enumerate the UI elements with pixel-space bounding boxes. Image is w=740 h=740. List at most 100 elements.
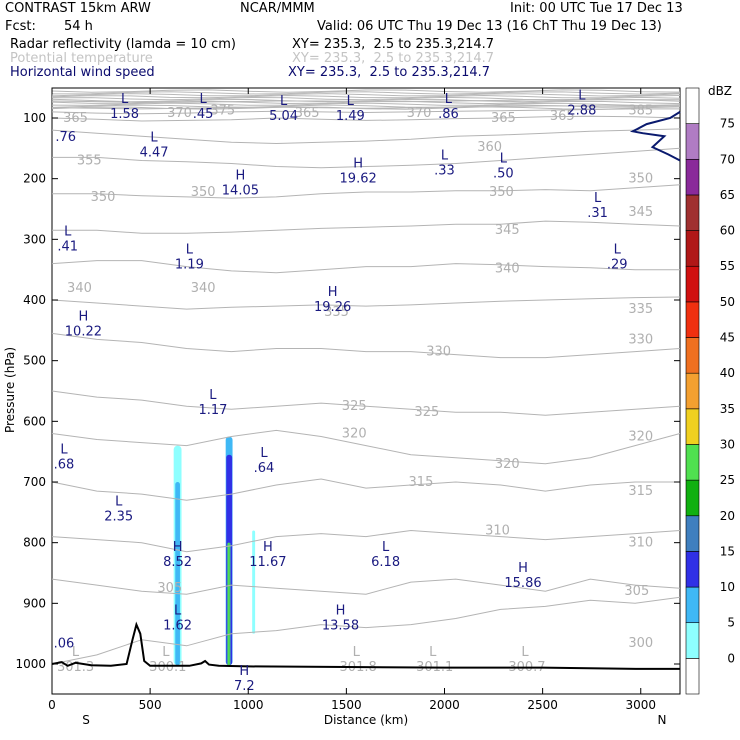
theta-contour-line xyxy=(51,104,681,108)
y-tick-label: 400 xyxy=(23,293,46,307)
theta-label: 365 xyxy=(63,111,88,126)
y-tick-label: 800 xyxy=(23,536,46,550)
colorbar-label: 55 xyxy=(720,259,735,273)
theta-label: 305 xyxy=(624,584,649,599)
wind-extremum-value: 1.49 xyxy=(336,109,365,124)
y-tick-label: 700 xyxy=(23,475,46,489)
colorbar-label: 65 xyxy=(720,188,735,202)
colorbar: 0 5 10 15 20 25 30 35 40 45 50 55 60 65 70 75 xyxy=(685,87,735,695)
wind-extremum-value: .45 xyxy=(193,107,214,122)
wind-extremum-mark: L xyxy=(347,94,355,109)
terrain-layer xyxy=(51,621,680,670)
colorbar-swatch xyxy=(685,479,700,517)
wind-extremum-value: 10.22 xyxy=(65,324,102,339)
colorbar-swatch xyxy=(685,372,700,410)
theta-contour-line xyxy=(51,94,681,99)
wind-extremum-value: 1.19 xyxy=(175,258,204,273)
theta-contour-line xyxy=(51,96,681,101)
theta-label: 350 xyxy=(628,172,653,187)
wind-extremum-value: .64 xyxy=(254,461,275,476)
wind-extremum-mark: L xyxy=(115,494,123,509)
theta-label: 350 xyxy=(489,185,514,200)
wind-extremum-mark: L xyxy=(280,94,288,109)
colorbar-label: 5 xyxy=(727,616,735,630)
wind-extremum-value: .29 xyxy=(607,258,628,273)
colorbar-swatch xyxy=(685,265,700,303)
colorbar-swatch xyxy=(685,337,700,374)
theta-label: 305 xyxy=(157,581,182,596)
wind-extremum-mark: L xyxy=(186,243,194,258)
valid-time: Valid: 06 UTC Thu 19 Dec 13 (16 ChT Thu … xyxy=(317,19,662,34)
colorbar-label: 15 xyxy=(720,544,735,558)
reflectivity-cell xyxy=(175,482,180,666)
upper-contour xyxy=(629,111,681,162)
theta-contour-line xyxy=(51,100,681,105)
theta-label: 325 xyxy=(342,399,367,414)
wind-extremum-value: .33 xyxy=(434,164,455,179)
terrain-line xyxy=(51,621,680,670)
theta-contour-line xyxy=(51,390,681,416)
colorbar-label: 45 xyxy=(720,331,735,345)
x-tick-label: 1500 xyxy=(331,698,362,712)
colorbar-label: 20 xyxy=(720,509,735,523)
wind-extremum-value: 5.04 xyxy=(269,109,298,124)
wind-extremum-mark: H xyxy=(336,604,346,619)
wind-extremum-mark: L xyxy=(445,92,453,107)
theta-contour-line xyxy=(51,529,681,553)
wind-extremum-mark: L xyxy=(121,92,129,107)
wind-extremum-mark: L xyxy=(60,443,68,458)
reflectivity-cell xyxy=(252,530,256,634)
wind-extremum-mark: L xyxy=(614,243,622,258)
colorbar-label: 50 xyxy=(720,295,735,309)
theta-label: 345 xyxy=(628,205,653,220)
theta-contour-line xyxy=(52,220,681,234)
colorbar-label: 75 xyxy=(720,117,735,131)
x-axis-north: N xyxy=(658,713,667,727)
wind-extremum-mark: L xyxy=(209,388,217,403)
theta-label: 330 xyxy=(426,345,451,360)
theta-label: 340 xyxy=(191,281,216,296)
wind-extremum-mark: H xyxy=(518,561,528,576)
wind-extremum-value: .31 xyxy=(587,206,608,221)
colorbar-label: 0 xyxy=(727,651,735,665)
x-axis-south: S xyxy=(82,713,90,727)
colorbar-swatch xyxy=(685,515,700,552)
wind-extremum-value: 19.26 xyxy=(314,300,351,315)
wind-extremum-value: 7.2 xyxy=(234,679,255,694)
theta-contour-line xyxy=(51,332,681,359)
y-tick-label: 500 xyxy=(23,354,46,368)
colorbar-label: 40 xyxy=(720,366,735,380)
x-tick-label: 2000 xyxy=(429,698,460,712)
theta-label: 310 xyxy=(485,524,510,539)
wind-extremum-value: 15.86 xyxy=(504,576,541,591)
wind-extremum-mark: L xyxy=(199,92,207,107)
theta-contour-line xyxy=(51,596,681,665)
field-reflectivity-name: Radar reflectivity (lamda = 10 cm) xyxy=(10,37,236,52)
y-tick-label: 300 xyxy=(23,232,46,246)
wind-extremum-mark: H xyxy=(353,156,363,171)
theta-label: 365 xyxy=(295,106,320,121)
theta-label: 330 xyxy=(628,332,653,347)
theta-label: 350 xyxy=(91,190,116,205)
theta-contour-line xyxy=(51,93,681,97)
wind-extremum-value: .41 xyxy=(57,239,78,254)
theta-extremum-mark: L xyxy=(353,645,361,660)
wind-extremum-value: .50 xyxy=(493,167,514,182)
wind-extremum-value: 8.52 xyxy=(163,555,192,570)
colorbar-label: 35 xyxy=(720,402,735,416)
wind-extremum-value: 2.35 xyxy=(104,509,133,524)
wind-extremum-mark: H xyxy=(236,169,246,184)
wind-extremum-value: 14.05 xyxy=(222,184,259,199)
axes: 100 200 300 400 500 600 700 800 900 1000 0 500 1000 1… xyxy=(15,88,680,712)
theta-contour-line xyxy=(52,147,681,169)
colorbar-swatch xyxy=(685,444,700,481)
y-tick-label: 600 xyxy=(23,414,46,428)
colorbar-label: 30 xyxy=(720,437,735,451)
field-theta-name: Potential temperature xyxy=(10,51,153,66)
theta-label: 335 xyxy=(628,302,653,317)
wind-extremum-value: .76 xyxy=(55,130,76,145)
theta-extremum-mark: L xyxy=(521,645,529,660)
colorbar-swatch xyxy=(685,586,700,624)
theta-extremum-mark: L xyxy=(429,645,437,660)
